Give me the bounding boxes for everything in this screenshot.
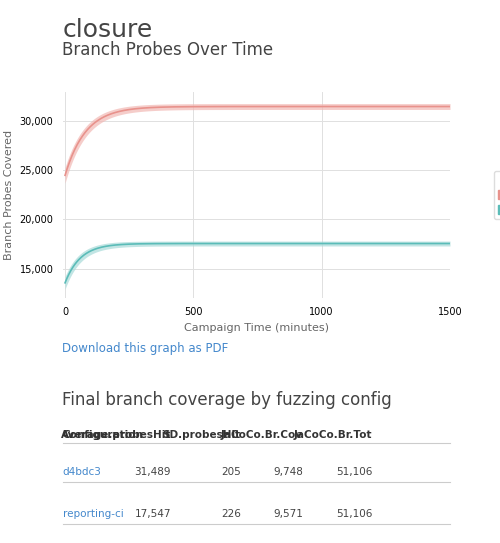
Text: Branch Probes Over Time: Branch Probes Over Time [62, 41, 274, 59]
Text: 226: 226 [221, 509, 241, 519]
Text: 51,106: 51,106 [336, 466, 372, 477]
Legend: d4bdc3, reporting-ci: d4bdc3, reporting-ci [494, 171, 500, 219]
X-axis label: Campaign Time (minutes): Campaign Time (minutes) [184, 323, 329, 333]
Text: closure: closure [62, 18, 153, 42]
Text: JaCoCo.Br.Cov: JaCoCo.Br.Cov [221, 430, 303, 440]
Y-axis label: Branch Probes Covered: Branch Probes Covered [4, 130, 14, 260]
Text: 9,571: 9,571 [273, 509, 303, 519]
Text: 9,748: 9,748 [273, 466, 303, 477]
Text: Download this graph as PDF: Download this graph as PDF [62, 343, 229, 356]
Text: Final branch coverage by fuzzing config: Final branch coverage by fuzzing config [62, 391, 392, 409]
Text: d4bdc3: d4bdc3 [62, 466, 102, 477]
Text: Configuration: Configuration [62, 430, 144, 440]
Text: 31,489: 31,489 [134, 466, 171, 477]
Text: 51,106: 51,106 [336, 509, 372, 519]
Text: 17,547: 17,547 [134, 509, 171, 519]
Text: JaCoCo.Br.Tot: JaCoCo.Br.Tot [294, 430, 372, 440]
Text: 205: 205 [221, 466, 241, 477]
Text: Average.probesHit: Average.probesHit [60, 430, 171, 440]
Text: SD.probesHit: SD.probesHit [162, 430, 241, 440]
Text: reporting-ci: reporting-ci [62, 509, 123, 519]
